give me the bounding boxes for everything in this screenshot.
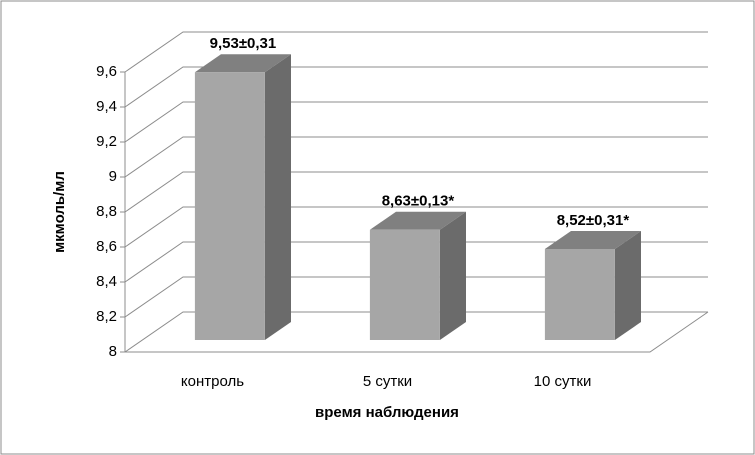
- grid-line: [124, 276, 708, 318]
- bar-top: [194, 54, 291, 73]
- value-label: 8,63±0,13*: [382, 193, 455, 210]
- bar-top: [369, 211, 466, 230]
- bar: [369, 229, 440, 340]
- grid-line: [124, 136, 708, 178]
- grid-line: [124, 206, 708, 248]
- grid-line: [124, 101, 708, 143]
- y-tick-label: 8,4: [96, 273, 117, 290]
- x-axis-title: время наблюдения: [315, 404, 459, 421]
- y-tick-label: 8: [109, 343, 117, 360]
- y-tick-label: 8,2: [96, 308, 117, 325]
- y-tick-label: 9,2: [96, 133, 117, 150]
- bar-side: [614, 231, 641, 340]
- x-tick-label: 10 сутки: [534, 373, 592, 390]
- grid-line: [124, 241, 708, 283]
- bar: [544, 249, 615, 340]
- bar: [194, 72, 265, 340]
- y-tick-label: 9: [109, 168, 117, 185]
- grid-line: [124, 66, 708, 108]
- floor: [125, 311, 709, 353]
- y-axis-title: мкмоль/мл: [51, 171, 68, 253]
- grid-line: [124, 31, 708, 73]
- value-label: 8,52±0,31*: [557, 212, 630, 229]
- y-tick-label: 9,6: [96, 63, 117, 80]
- y-tick-label: 8,8: [96, 203, 117, 220]
- y-tick-label: 9,4: [96, 98, 117, 115]
- bar-side: [264, 54, 291, 340]
- value-label: 9,53±0,31: [210, 35, 277, 52]
- grid-line: [124, 311, 708, 353]
- x-tick-label: 5 сутки: [363, 373, 412, 390]
- bar-top: [544, 231, 641, 249]
- y-tick-label: 8,6: [96, 238, 117, 255]
- bar-side: [439, 211, 466, 340]
- grid-line: [124, 171, 708, 213]
- x-tick-label: контроль: [181, 373, 244, 390]
